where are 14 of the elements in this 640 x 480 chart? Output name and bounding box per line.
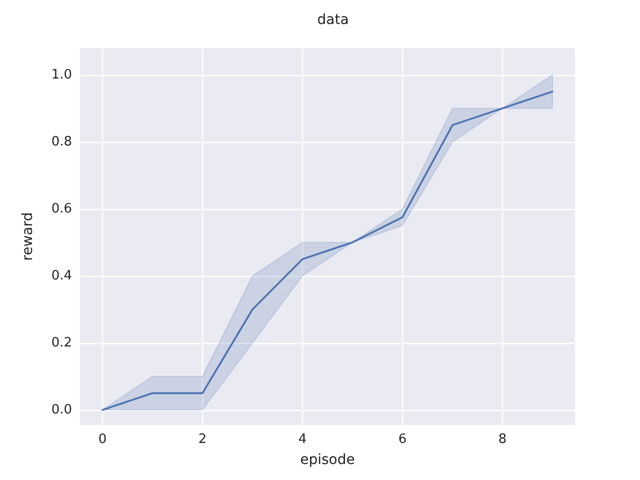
chart-title: data bbox=[317, 12, 349, 28]
y-tick-label: 0.2 bbox=[51, 335, 72, 350]
x-axis-title: episode bbox=[300, 452, 355, 468]
y-tick-label: 0.4 bbox=[51, 268, 72, 284]
y-tick-label: 0.0 bbox=[51, 402, 72, 418]
y-tick-label: 0.8 bbox=[51, 134, 72, 150]
x-tick-label: 0 bbox=[98, 432, 107, 447]
x-tick-label: 2 bbox=[198, 432, 207, 447]
x-tick-label: 4 bbox=[298, 432, 307, 447]
x-tick-label: 8 bbox=[498, 432, 507, 447]
y-axis-title: reward bbox=[20, 212, 36, 261]
x-tick-label: 6 bbox=[398, 432, 407, 447]
y-tick-label: 1.0 bbox=[51, 67, 72, 82]
y-tick-label: 0.6 bbox=[51, 201, 72, 216]
